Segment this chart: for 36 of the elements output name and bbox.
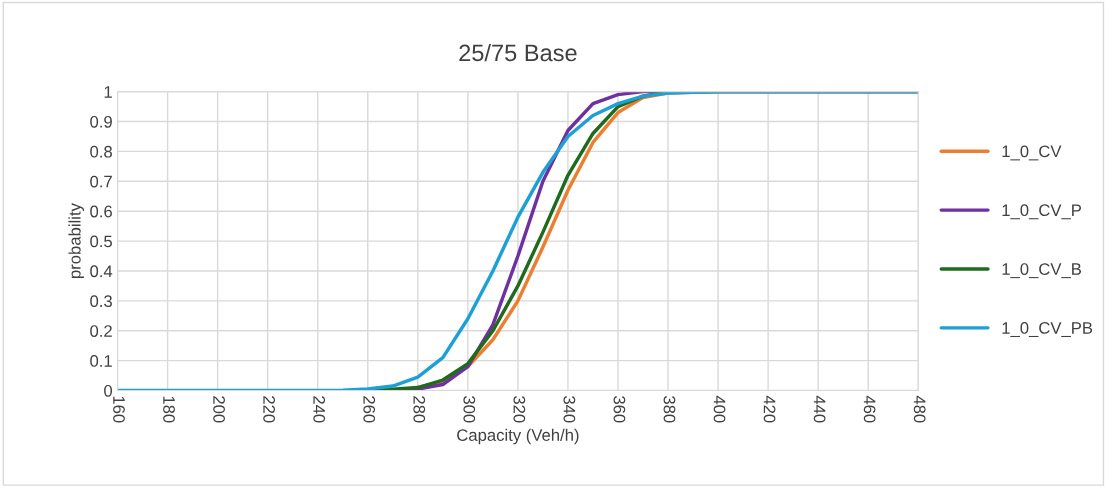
legend-label: 1_0_CV_P — [1002, 204, 1081, 220]
x-tick-label: 440 — [813, 395, 826, 423]
y-axis-title: probability — [68, 203, 84, 278]
y-tick-label: 0.2 — [90, 325, 112, 337]
x-tick-label: 460 — [863, 395, 876, 423]
y-tick-label: 0.8 — [90, 145, 112, 158]
x-tick-label: 380 — [663, 396, 676, 423]
y-tick-label: 0.7 — [90, 175, 112, 188]
x-tick-label: 280 — [413, 396, 426, 423]
x-axis-title: Capacity (Veh/h) — [457, 428, 579, 445]
x-tick-label: 240 — [313, 396, 326, 423]
chart-title: 25/75 Base — [459, 43, 577, 62]
y-tick-label: 0.3 — [90, 295, 112, 308]
y-tick-label: 0.5 — [90, 235, 112, 248]
x-tick-label: 260 — [363, 396, 376, 423]
x-tick-label: 360 — [613, 396, 626, 423]
x-tick-label: 180 — [163, 396, 175, 423]
y-tick-label: 0.1 — [90, 355, 112, 367]
x-tick-label: 200 — [213, 396, 225, 423]
legend-label: 1_0_CV_B — [1002, 263, 1081, 279]
y-tick-label: 0 — [104, 384, 113, 397]
line-series — [117, 91, 919, 391]
x-tick-label: 320 — [513, 396, 526, 423]
legend-label: 1_0_CV_PB — [1002, 322, 1093, 338]
legend-label: 1_0_CV — [1002, 145, 1062, 161]
x-tick-label: 480 — [913, 395, 926, 423]
y-tick-label: 0.6 — [90, 205, 112, 218]
x-tick-label: 220 — [263, 396, 276, 423]
x-tick-label: 300 — [463, 396, 476, 423]
x-tick-label: 420 — [763, 395, 776, 423]
y-tick-label: 1 — [104, 86, 112, 98]
y-tick-label: 0.9 — [90, 115, 112, 128]
x-tick-label: 340 — [563, 396, 576, 423]
y-tick-label: 0.4 — [90, 265, 113, 278]
x-tick-label: 400 — [713, 395, 726, 423]
x-tick-label: 160 — [113, 396, 125, 423]
